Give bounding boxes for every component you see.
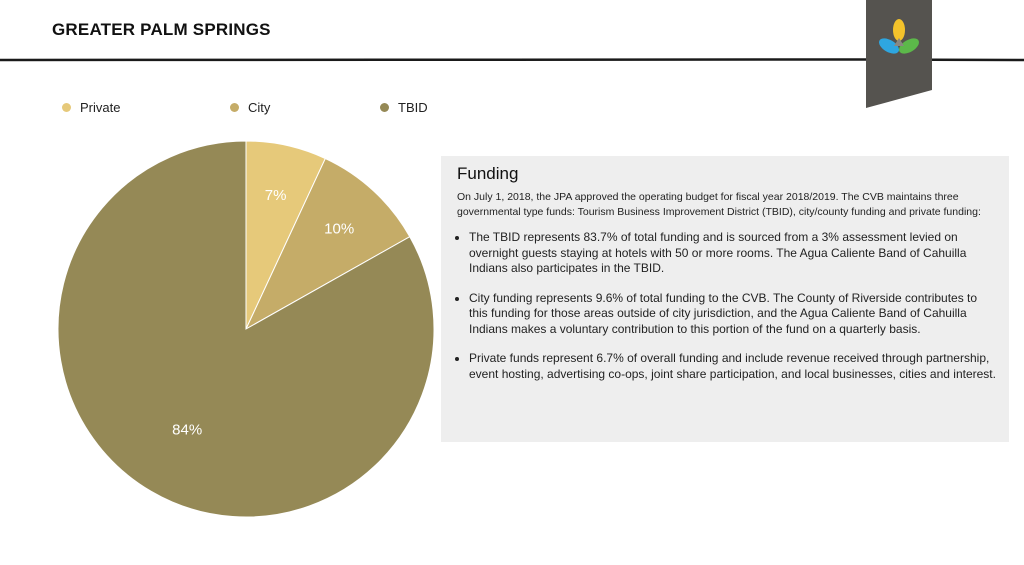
pie-label-city: 10%: [324, 220, 354, 237]
logo-petal-green: [899, 38, 919, 54]
pie-label-tbid: 84%: [172, 422, 202, 439]
brand-title: GREATER PALM SPRINGS: [52, 20, 271, 39]
bullet-tbid: The TBID represents 83.7% of total fundi…: [469, 230, 999, 277]
legend-swatch-city: [230, 103, 239, 112]
funding-panel: Funding On July 1, 2018, the JPA approve…: [441, 156, 1009, 442]
funding-pie-chart: 7% 10% 84%: [57, 140, 435, 518]
logo-center: [894, 38, 904, 46]
logo-petal-blue: [879, 38, 899, 54]
pie-slice-tbid: [57, 140, 435, 518]
legend-swatch-private: [62, 103, 71, 112]
legend-label-city: City: [248, 100, 271, 115]
legend-item-private: Private: [62, 100, 120, 115]
bullet-city: City funding represents 9.6% of total fu…: [469, 291, 999, 338]
header-rule: [0, 58, 1024, 62]
legend-item-city: City: [230, 100, 270, 115]
greater-palm-springs-logo-icon: [879, 19, 919, 54]
legend-item-tbid: TBID: [380, 100, 428, 115]
panel-title: Funding: [457, 164, 519, 183]
panel-bullet-list: The TBID represents 83.7% of total fundi…: [457, 230, 999, 382]
pie-slice-city: [244, 157, 411, 331]
legend-label-private: Private: [80, 100, 121, 115]
pie-label-private: 7%: [265, 187, 287, 204]
bullet-private: Private funds represent 6.7% of overall …: [469, 351, 999, 382]
panel-intro: On July 1, 2018, the JPA approved the op…: [457, 191, 981, 218]
logo-ribbon: [866, 0, 932, 108]
legend-label-tbid: TBID: [398, 100, 428, 115]
logo-petal-yellow: [893, 19, 905, 41]
legend-swatch-tbid: [380, 103, 389, 112]
ribbon-background: [866, 0, 932, 108]
